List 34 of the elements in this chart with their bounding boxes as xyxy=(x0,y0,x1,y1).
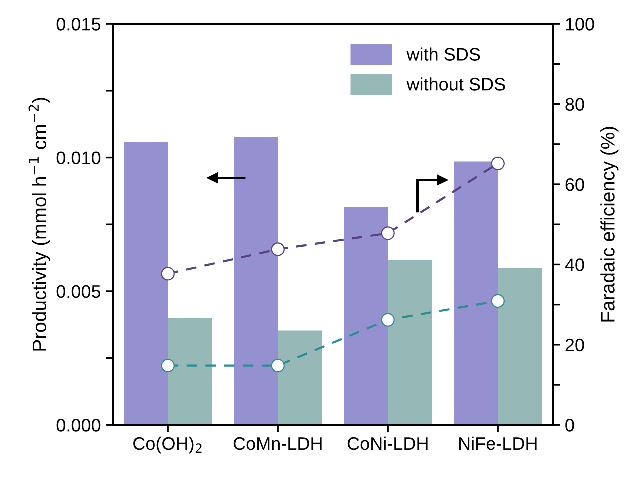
legend-label: with SDS xyxy=(406,48,480,61)
bar xyxy=(344,206,388,426)
y2-tick-label: 80 xyxy=(566,98,584,112)
x-tick-label: CoNi-LDH xyxy=(348,436,428,450)
y2-tick-label: 40 xyxy=(565,258,584,272)
y-axis-title: Productivity (mmol h$^{−1}$ cm$^{−2}$) xyxy=(28,98,50,351)
x-tick-label: NiFe-LDH xyxy=(459,436,537,450)
y2-tick-label: 0 xyxy=(566,419,574,432)
point xyxy=(271,242,285,256)
point xyxy=(381,226,395,240)
bar xyxy=(234,137,278,426)
bar xyxy=(388,260,432,426)
y2-tick-label: 20 xyxy=(566,338,584,352)
bar xyxy=(168,318,212,426)
y-tick-label: 0.010 xyxy=(56,152,101,164)
legend-label: without SDS xyxy=(406,78,506,91)
y2-axis-title: Faradaic efficiency (%) xyxy=(600,127,619,322)
y2-tick-label: 60 xyxy=(566,178,584,192)
bar xyxy=(454,162,498,426)
point xyxy=(161,358,175,373)
point xyxy=(161,267,175,281)
y-tick-label: 0.015 xyxy=(56,18,101,31)
y-tick-label: 0.005 xyxy=(56,285,101,298)
bar xyxy=(498,268,542,426)
x-tick-label: CoMn-LDH xyxy=(234,437,322,450)
bar xyxy=(124,142,168,426)
x-tick-label: Co(OH)$_{2}$ xyxy=(134,436,202,454)
point xyxy=(491,156,505,170)
y2-tick-label: 100 xyxy=(566,18,594,31)
point xyxy=(381,313,395,327)
y-tick-label: 0.000 xyxy=(56,419,101,432)
bar xyxy=(278,330,322,426)
point xyxy=(491,294,505,308)
point xyxy=(271,358,285,373)
